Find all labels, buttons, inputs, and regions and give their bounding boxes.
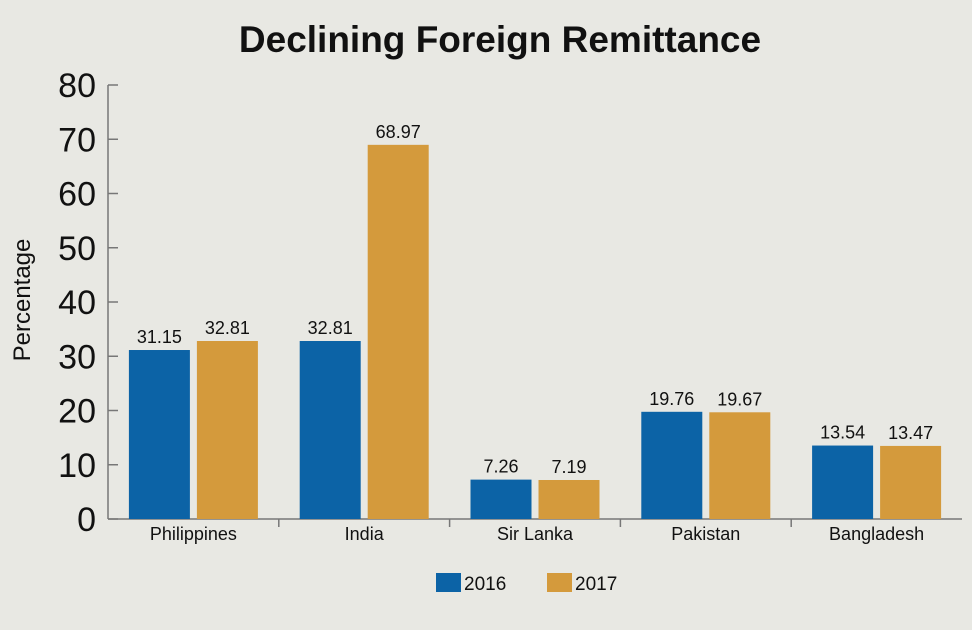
x-tick-label: Sir Lanka <box>497 524 574 544</box>
bar-2017-bangladesh <box>880 445 942 519</box>
data-label: 32.81 <box>308 318 353 338</box>
x-tick-label: India <box>345 524 385 544</box>
y-axis-label: Percentage <box>9 239 36 362</box>
x-tick-label: Bangladesh <box>829 524 924 544</box>
data-label: 7.19 <box>551 457 586 477</box>
bar-2016-india <box>299 341 361 519</box>
data-label: 13.47 <box>888 423 933 443</box>
data-labels-group: 31.15 32.81 32.81 68.97 7.26 7.19 19.76 19.67 13… <box>137 122 933 477</box>
data-label: 7.26 <box>483 457 518 477</box>
y-tick-label: 40 <box>58 284 96 322</box>
legend-swatch-2016 <box>436 573 461 592</box>
x-tick-label: Philippines <box>150 524 237 544</box>
data-label: 32.81 <box>205 318 250 338</box>
data-label: 13.54 <box>820 423 865 443</box>
bar-2017-pakistan <box>709 412 771 519</box>
data-label: 19.76 <box>649 389 694 409</box>
data-label: 31.15 <box>137 327 182 347</box>
bar-2017-sir-lanka <box>538 479 600 519</box>
bar-2016-bangladesh <box>812 445 874 519</box>
y-tick-label: 50 <box>58 230 96 268</box>
bar-2017-philippines <box>196 341 258 519</box>
legend-label: 2016 <box>464 574 506 595</box>
x-tick-label: Pakistan <box>671 524 740 544</box>
legend-label: 2017 <box>575 574 617 595</box>
bar-2016-sir-lanka <box>470 479 532 519</box>
bar-2016-pakistan <box>641 411 703 519</box>
axes: 0 10 20 30 40 50 60 70 80 Philippines India Sir Lan… <box>58 67 962 544</box>
bar-2017-india <box>367 144 429 519</box>
chart-title: Declining Foreign Remittance <box>239 19 761 60</box>
y-tick-label: 70 <box>58 121 96 159</box>
legend: 2016 2017 <box>436 573 617 595</box>
data-label: 19.67 <box>717 389 762 409</box>
y-tick-label: 30 <box>58 338 96 376</box>
data-label: 68.97 <box>376 122 421 142</box>
y-tick-label: 0 <box>77 501 96 539</box>
y-tick-label: 10 <box>58 447 96 485</box>
bars-group <box>128 144 942 519</box>
bar-2016-philippines <box>128 350 190 519</box>
legend-swatch-2017 <box>547 573 572 592</box>
y-tick-label: 20 <box>58 393 96 431</box>
y-tick-label: 60 <box>58 176 96 214</box>
y-tick-label: 80 <box>58 67 96 105</box>
